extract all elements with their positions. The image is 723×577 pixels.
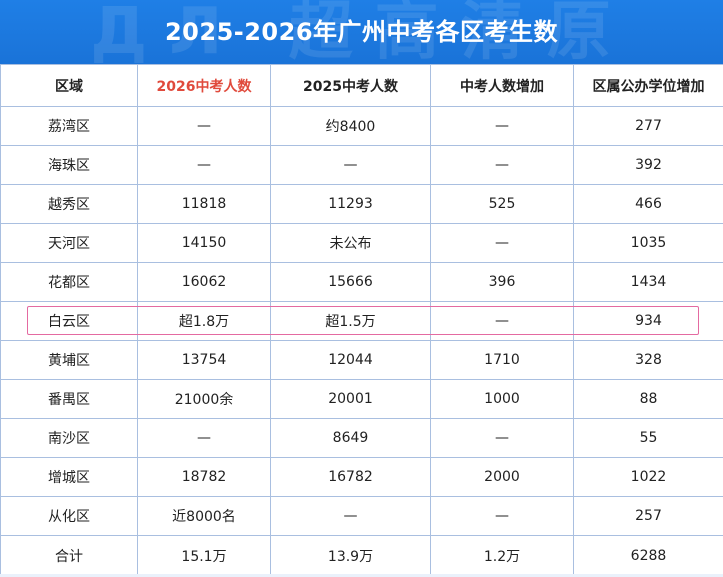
cell-increase: — [430, 496, 574, 536]
total-seats: 6288 [573, 535, 723, 576]
cell-increase: — [430, 223, 574, 263]
cell-2025: 8649 [270, 418, 431, 458]
cell-2025: 15666 [270, 262, 431, 302]
cell-2025: — [270, 145, 431, 185]
cell-region: 从化区 [0, 496, 138, 536]
table-row: 荔湾区 — 约8400 — 277 [0, 106, 723, 146]
cell-increase: — [430, 301, 574, 341]
cell-increase: — [430, 145, 574, 185]
cell-2025: — [270, 496, 431, 536]
cell-seats: 55 [573, 418, 723, 458]
total-label: 合计 [0, 535, 138, 576]
cell-seats: 466 [573, 184, 723, 224]
bottom-edge [0, 574, 723, 577]
total-2026: 15.1万 [137, 535, 271, 576]
cell-2026: — [137, 106, 271, 146]
cell-seats: 392 [573, 145, 723, 185]
table-row: 天河区 14150 未公布 — 1035 [0, 223, 723, 263]
exam-table: 区域 2026中考人数 2025中考人数 中考人数增加 区属公办学位增加 荔湾区… [0, 64, 723, 576]
cell-seats: 1035 [573, 223, 723, 263]
table-row: 从化区 近8000名 — — 257 [0, 496, 723, 536]
cell-2025: 11293 [270, 184, 431, 224]
cell-2026: 近8000名 [137, 496, 271, 536]
cell-seats: 257 [573, 496, 723, 536]
table-header-row: 区域 2026中考人数 2025中考人数 中考人数增加 区属公办学位增加 [0, 64, 723, 107]
table-row: 黄埔区 13754 12044 1710 328 [0, 340, 723, 380]
cell-seats: 88 [573, 379, 723, 419]
total-increase: 1.2万 [430, 535, 574, 576]
header-2026: 2026中考人数 [137, 64, 271, 107]
cell-2025: 12044 [270, 340, 431, 380]
cell-region: 黄埔区 [0, 340, 138, 380]
cell-seats: 934 [573, 301, 723, 341]
header-seats: 区属公办学位增加 [573, 64, 723, 107]
cell-seats: 277 [573, 106, 723, 146]
table-row: 番禺区 21000余 20001 1000 88 [0, 379, 723, 419]
cell-region: 海珠区 [0, 145, 138, 185]
table-row: 花都区 16062 15666 396 1434 [0, 262, 723, 302]
cell-2026: 16062 [137, 262, 271, 302]
cell-seats: 328 [573, 340, 723, 380]
cell-2026: 超1.8万 [137, 301, 271, 341]
cell-increase: 396 [430, 262, 574, 302]
cell-increase: 525 [430, 184, 574, 224]
cell-2026: — [137, 418, 271, 458]
cell-2025: 约8400 [270, 106, 431, 146]
cell-seats: 1434 [573, 262, 723, 302]
cell-region: 白云区 [0, 301, 138, 341]
cell-increase: 2000 [430, 457, 574, 497]
cell-2025: 超1.5万 [270, 301, 431, 341]
table-row: 增城区 18782 16782 2000 1022 [0, 457, 723, 497]
table-row: 海珠区 — — — 392 [0, 145, 723, 185]
table-row: 南沙区 — 8649 — 55 [0, 418, 723, 458]
cell-2026: 14150 [137, 223, 271, 263]
cell-region: 南沙区 [0, 418, 138, 458]
cell-increase: 1000 [430, 379, 574, 419]
cell-2026: 18782 [137, 457, 271, 497]
watermark: ДЛ 超高清原 [90, 0, 633, 64]
header-increase: 中考人数增加 [430, 64, 574, 107]
table-row-highlighted: 白云区 超1.8万 超1.5万 — 934 [0, 301, 723, 341]
table-total-row: 合计 15.1万 13.9万 1.2万 6288 [0, 535, 723, 576]
cell-2025: 16782 [270, 457, 431, 497]
title-banner: ДЛ 超高清原 2025-2026年广州中考各区考生数 [0, 0, 723, 64]
cell-region: 荔湾区 [0, 106, 138, 146]
table-row: 越秀区 11818 11293 525 466 [0, 184, 723, 224]
cell-2026: 13754 [137, 340, 271, 380]
cell-region: 番禺区 [0, 379, 138, 419]
cell-increase: — [430, 418, 574, 458]
cell-region: 天河区 [0, 223, 138, 263]
cell-2025: 未公布 [270, 223, 431, 263]
cell-2026: 11818 [137, 184, 271, 224]
cell-region: 花都区 [0, 262, 138, 302]
page-title: 2025-2026年广州中考各区考生数 [164, 18, 559, 46]
cell-region: 越秀区 [0, 184, 138, 224]
cell-2026: — [137, 145, 271, 185]
header-2025: 2025中考人数 [270, 64, 431, 107]
cell-2025: 20001 [270, 379, 431, 419]
cell-2026: 21000余 [137, 379, 271, 419]
cell-seats: 1022 [573, 457, 723, 497]
cell-increase: 1710 [430, 340, 574, 380]
cell-increase: — [430, 106, 574, 146]
total-2025: 13.9万 [270, 535, 431, 576]
cell-region: 增城区 [0, 457, 138, 497]
header-region: 区域 [0, 64, 138, 107]
